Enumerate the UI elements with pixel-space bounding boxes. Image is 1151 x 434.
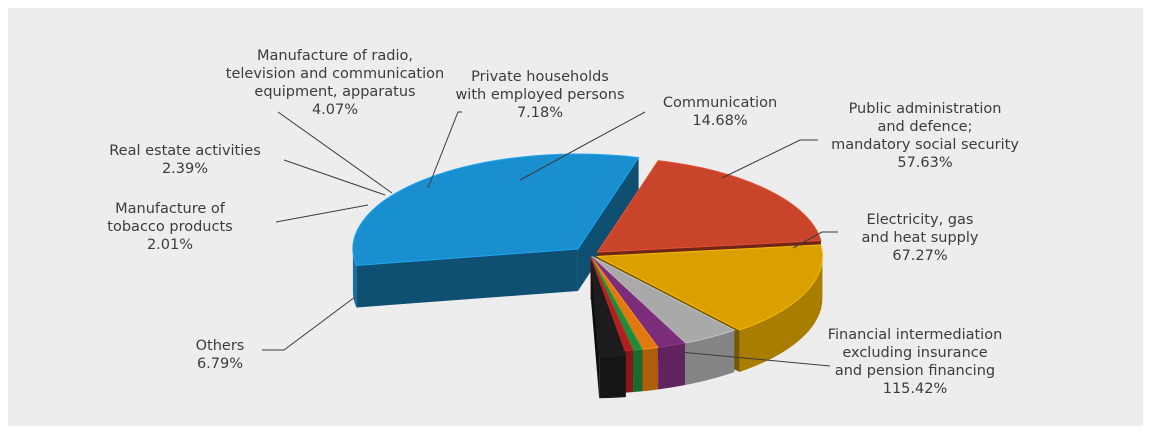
label-real-estate: Real estate activities 2.39% (95, 142, 275, 178)
label-manufacture-radio: Manufacture of radio, television and com… (205, 47, 465, 119)
leader-line (721, 139, 818, 179)
leader-line (679, 351, 831, 367)
leader-line (283, 159, 386, 196)
slice-tops (352, 153, 823, 357)
leader-line (275, 204, 369, 223)
label-private-households: Private households with employed persons… (440, 68, 640, 122)
leader-line (427, 111, 462, 189)
slice-label: Manufacture of tobacco products (107, 201, 233, 235)
leader-line (277, 111, 393, 194)
label-communication: Communication 14.68% (645, 94, 795, 130)
pie-slice (590, 261, 627, 357)
slice-rim (642, 347, 658, 392)
slice-wall (591, 261, 600, 399)
slice-label: Communication (662, 95, 778, 111)
label-financial-intermediation: Financial intermediation excluding insur… (800, 326, 1030, 398)
slice-rim (658, 343, 685, 390)
leader-line (519, 111, 646, 181)
slice-label: Financial intermediation excluding insur… (827, 327, 1003, 379)
slice-rim (599, 355, 626, 399)
slice-rim (625, 350, 633, 393)
slice-label: Public administration and defence; manda… (831, 101, 1019, 153)
slice-value: 57.63% (897, 155, 953, 171)
slice-label: Private households with employed persons (455, 69, 625, 103)
pie-slice (591, 256, 736, 344)
slice-label: Others (195, 338, 245, 354)
leader-line (262, 296, 356, 351)
label-tobacco: Manufacture of tobacco products 2.01% (90, 200, 250, 254)
slice-label: Electricity, gas and heat supply (861, 212, 979, 246)
pie-slice (595, 244, 823, 331)
pie-slice (590, 256, 634, 352)
pie-slice (596, 160, 822, 253)
slice-value: 67.27% (892, 248, 948, 264)
slice-value: 7.18% (516, 105, 564, 121)
slice-rim (685, 330, 735, 385)
label-public-administration: Public administration and defence; manda… (810, 100, 1040, 172)
slice-rim (739, 256, 823, 372)
slice-rim (633, 349, 643, 393)
slice-value: 2.01% (146, 237, 194, 253)
slice-value: 6.79% (196, 356, 244, 372)
slice-value: 115.42% (882, 381, 948, 397)
slice-label: Manufacture of radio, television and com… (225, 48, 445, 100)
leader-lines (262, 111, 838, 367)
slice-value: 4.07% (311, 102, 359, 118)
pie-slice (352, 153, 640, 267)
label-others: Others 6.79% (180, 337, 260, 373)
slice-label: Real estate activities (109, 143, 261, 159)
label-electricity: Electricity, gas and heat supply 67.27% (840, 211, 1000, 265)
slice-value: 2.39% (161, 161, 209, 177)
slice-value: 14.68% (692, 113, 748, 129)
slice-wall (356, 248, 578, 308)
leader-line (792, 231, 838, 249)
